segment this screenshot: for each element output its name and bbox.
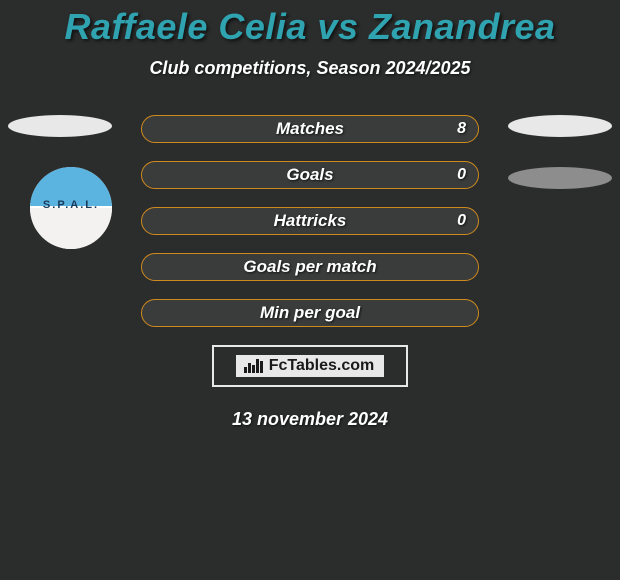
stat-label: Goals	[286, 165, 333, 185]
stat-row-goals-per-match: Goals per match	[141, 253, 479, 281]
stat-label: Goals per match	[243, 257, 376, 277]
stat-row-matches: Matches 8	[141, 115, 479, 143]
stat-label: Matches	[276, 119, 344, 139]
player-right-placeholder-1	[508, 115, 612, 137]
stat-value-right: 0	[457, 166, 466, 184]
brand-text: FcTables.com	[267, 357, 377, 375]
subtitle: Club competitions, Season 2024/2025	[0, 58, 620, 79]
stats-rows: Matches 8 Goals 0 Hattricks 0 Goals per …	[141, 115, 479, 327]
stat-row-min-per-goal: Min per goal	[141, 299, 479, 327]
bar-chart-icon	[244, 359, 263, 373]
stat-label: Hattricks	[274, 211, 347, 231]
page-title: Raffaele Celia vs Zanandrea	[0, 0, 620, 48]
club-badge-text: S.P.A.L.	[43, 199, 99, 211]
stat-value-right: 8	[457, 120, 466, 138]
player-right-placeholder-2	[508, 167, 612, 189]
stat-label: Min per goal	[260, 303, 360, 323]
brand-box[interactable]: FcTables.com	[212, 345, 408, 387]
club-badge-spal: S.P.A.L.	[30, 167, 112, 249]
stat-value-right: 0	[457, 212, 466, 230]
date-label: 13 november 2024	[0, 409, 620, 430]
stat-row-goals: Goals 0	[141, 161, 479, 189]
player-left-placeholder	[8, 115, 112, 137]
comparison-content: S.P.A.L. Matches 8 Goals 0 Hattricks 0 G…	[0, 115, 620, 430]
stat-row-hattricks: Hattricks 0	[141, 207, 479, 235]
